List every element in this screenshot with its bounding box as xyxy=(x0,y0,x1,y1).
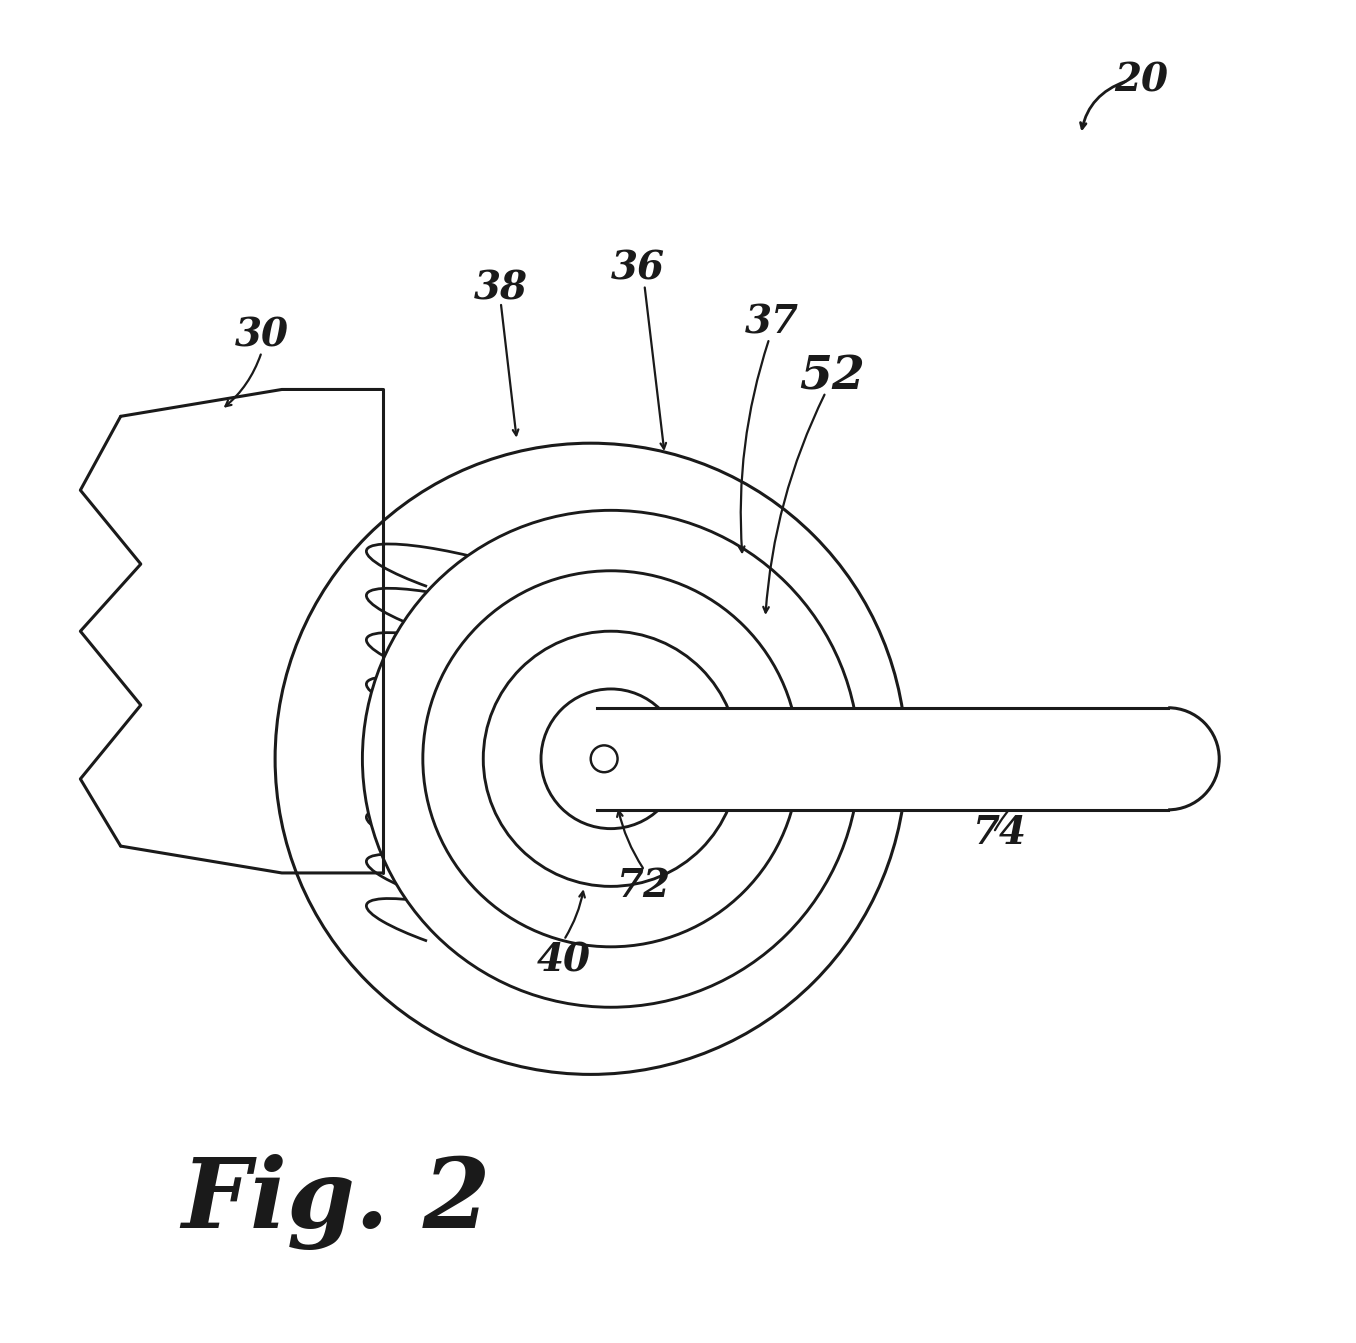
Text: 30: 30 xyxy=(235,317,289,355)
Text: 40: 40 xyxy=(537,941,591,979)
FancyBboxPatch shape xyxy=(598,708,1169,810)
Text: 74: 74 xyxy=(974,814,1028,851)
Circle shape xyxy=(541,689,681,829)
Text: 37: 37 xyxy=(744,304,799,341)
Circle shape xyxy=(591,745,617,772)
Text: Fig. 2: Fig. 2 xyxy=(180,1154,491,1250)
Circle shape xyxy=(362,510,860,1007)
Circle shape xyxy=(423,571,799,947)
Text: 52: 52 xyxy=(800,353,865,399)
Text: 36: 36 xyxy=(610,250,664,287)
Circle shape xyxy=(275,443,906,1074)
Text: 38: 38 xyxy=(473,270,527,308)
Circle shape xyxy=(483,631,739,886)
Text: 72: 72 xyxy=(617,868,671,905)
Text: 20: 20 xyxy=(1115,62,1169,99)
